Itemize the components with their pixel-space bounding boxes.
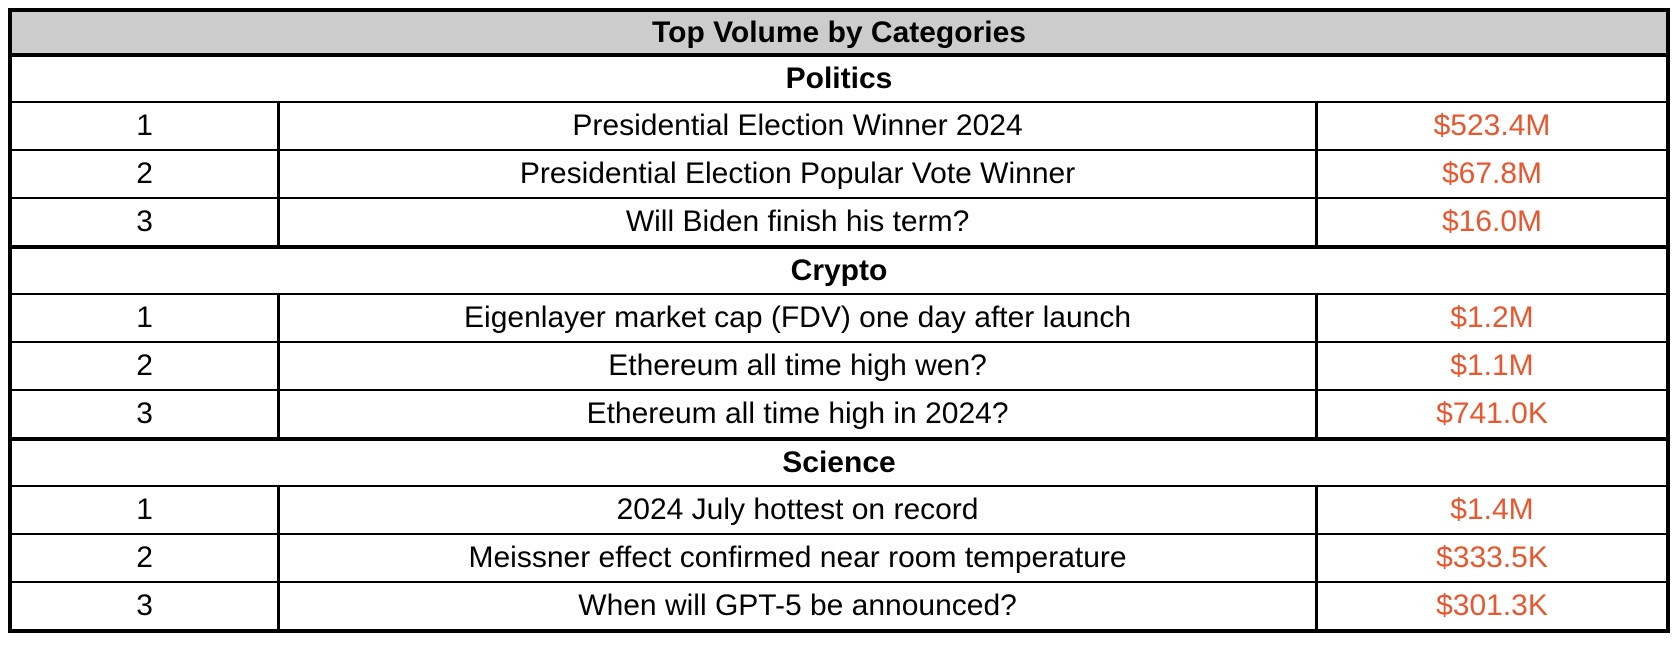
- volume-cell: $301.3K: [1315, 581, 1670, 632]
- market-cell: Ethereum all time high in 2024?: [277, 389, 1318, 440]
- market-cell: Will Biden finish his term?: [277, 197, 1318, 248]
- volume-cell: $1.4M: [1315, 485, 1670, 535]
- market-cell: Presidential Election Winner 2024: [277, 101, 1318, 151]
- volume-cell: $523.4M: [1315, 101, 1670, 151]
- volume-cell: $741.0K: [1315, 389, 1670, 440]
- market-cell: Eigenlayer market cap (FDV) one day afte…: [277, 293, 1318, 343]
- market-cell: When will GPT-5 be announced?: [277, 581, 1318, 632]
- table-row: 1 Eigenlayer market cap (FDV) one day af…: [8, 293, 1670, 343]
- market-cell: Meissner effect confirmed near room temp…: [277, 533, 1318, 583]
- rank-cell: 3: [8, 581, 281, 632]
- market-cell: 2024 July hottest on record: [277, 485, 1318, 535]
- section-header-label: Science: [8, 437, 1670, 487]
- rank-cell: 3: [8, 197, 281, 248]
- rank-cell: 1: [8, 293, 281, 343]
- table-row: 3 Will Biden finish his term? $16.0M: [8, 197, 1670, 248]
- table-row: 2 Ethereum all time high wen? $1.1M: [8, 341, 1670, 391]
- market-cell: Presidential Election Popular Vote Winne…: [277, 149, 1318, 199]
- rank-cell: 1: [8, 101, 281, 151]
- table-title-row: Top Volume by Categories: [8, 9, 1670, 57]
- rank-cell: 1: [8, 485, 281, 535]
- volume-cell: $1.1M: [1315, 341, 1670, 391]
- section-header-label: Politics: [8, 53, 1670, 103]
- volume-cell: $16.0M: [1315, 197, 1670, 248]
- rank-cell: 2: [8, 341, 281, 391]
- table-row: 1 Presidential Election Winner 2024 $523…: [8, 101, 1670, 151]
- table-row: 3 When will GPT-5 be announced? $301.3K: [8, 581, 1670, 632]
- rank-cell: 3: [8, 389, 281, 440]
- rank-cell: 2: [8, 533, 281, 583]
- table-row: 2 Meissner effect confirmed near room te…: [8, 533, 1670, 583]
- section-header-politics: Politics: [8, 53, 1670, 103]
- volume-cell: $67.8M: [1315, 149, 1670, 199]
- table-title: Top Volume by Categories: [8, 9, 1670, 57]
- section-header-science: Science: [8, 437, 1670, 487]
- volume-cell: $1.2M: [1315, 293, 1670, 343]
- section-header-crypto: Crypto: [8, 245, 1670, 295]
- volume-cell: $333.5K: [1315, 533, 1670, 583]
- market-cell: Ethereum all time high wen?: [277, 341, 1318, 391]
- top-volume-table: Top Volume by Categories Politics 1 Pres…: [8, 8, 1670, 633]
- section-header-label: Crypto: [8, 245, 1670, 295]
- rank-cell: 2: [8, 149, 281, 199]
- table-row: 1 2024 July hottest on record $1.4M: [8, 485, 1670, 535]
- table-row: 2 Presidential Election Popular Vote Win…: [8, 149, 1670, 199]
- table-row: 3 Ethereum all time high in 2024? $741.0…: [8, 389, 1670, 440]
